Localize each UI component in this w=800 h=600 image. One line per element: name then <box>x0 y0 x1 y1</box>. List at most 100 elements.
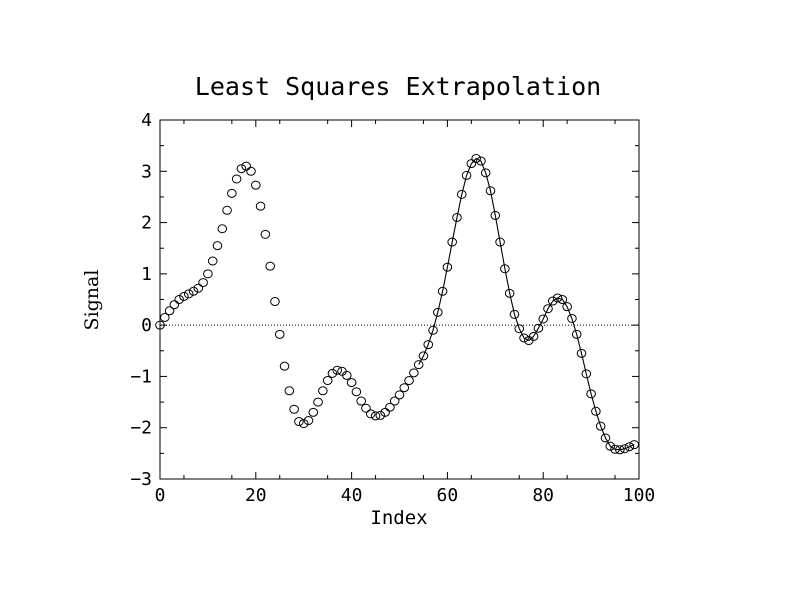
data-point <box>413 360 424 370</box>
data-point <box>251 180 261 190</box>
data-point <box>543 304 553 314</box>
data-point <box>155 320 165 330</box>
data-point <box>447 237 457 247</box>
data-point <box>552 293 563 303</box>
data-point <box>581 369 592 379</box>
data-point <box>380 407 390 417</box>
data-point <box>586 389 596 399</box>
data-point <box>437 286 448 296</box>
data-point <box>351 387 362 397</box>
data-point <box>557 295 568 304</box>
data-point <box>624 442 635 452</box>
data-point <box>203 269 213 279</box>
data-point <box>159 312 170 322</box>
data-point <box>471 153 481 163</box>
data-point <box>567 313 577 323</box>
data-point <box>418 351 429 361</box>
data-point <box>188 286 199 296</box>
data-point <box>246 166 256 176</box>
y-tick-label: 0 <box>141 315 152 336</box>
data-point <box>169 300 180 310</box>
data-point <box>298 419 309 429</box>
y-axis-label: Signal <box>81 270 103 331</box>
data-point <box>495 237 505 247</box>
data-point <box>193 283 204 293</box>
data-point <box>183 289 194 299</box>
data-point <box>212 241 223 251</box>
data-point <box>456 189 467 199</box>
x-tick-label: 100 <box>623 485 656 506</box>
x-tick-label: 20 <box>245 485 267 506</box>
data-point <box>538 314 549 324</box>
y-tick-label: 2 <box>141 213 152 234</box>
data-point <box>509 309 520 319</box>
data-point <box>346 378 357 388</box>
data-point <box>394 390 405 400</box>
data-point <box>361 403 371 413</box>
data-point <box>198 278 208 288</box>
data-point <box>533 323 544 333</box>
data-point <box>490 210 501 220</box>
x-tick-labels: 0 20 40 60 80 100 <box>155 485 656 506</box>
data-point <box>289 404 299 414</box>
y-tick-label: −3 <box>130 469 152 490</box>
data-point <box>236 164 247 174</box>
data-point <box>423 340 434 350</box>
x-tick-label: 60 <box>437 485 459 506</box>
y-tick-label: 3 <box>141 161 152 182</box>
data-point <box>332 365 343 375</box>
data-point <box>562 302 572 312</box>
data-point <box>164 306 175 316</box>
data-point <box>528 331 539 341</box>
data-point <box>231 174 242 184</box>
data-point <box>255 201 266 211</box>
data-point <box>227 188 237 198</box>
fit-line <box>418 157 635 451</box>
data-point <box>485 186 496 196</box>
data-point <box>442 262 453 272</box>
data-point <box>389 396 400 406</box>
data-point <box>466 159 477 169</box>
data-point <box>375 410 386 420</box>
data-point <box>500 264 510 274</box>
data-point <box>385 402 395 412</box>
data-point <box>265 261 275 271</box>
chart-title: Least Squares Extrapolation <box>195 72 601 101</box>
data-point <box>370 411 381 421</box>
data-point <box>591 406 601 416</box>
data-point <box>547 296 558 306</box>
data-point <box>461 170 472 180</box>
data-point <box>308 407 319 417</box>
data-point <box>409 368 419 378</box>
data-point <box>342 370 352 380</box>
data-point <box>365 409 376 419</box>
data-point <box>571 329 582 339</box>
data-point <box>629 440 640 450</box>
data-point <box>222 205 232 215</box>
data-point <box>428 325 438 335</box>
data-points <box>155 153 640 455</box>
data-point <box>322 376 333 386</box>
x-tick-label: 40 <box>341 485 363 506</box>
data-point <box>241 161 252 171</box>
data-point <box>279 361 290 371</box>
data-point <box>576 348 587 358</box>
data-point <box>619 444 630 454</box>
y-tick-label: 4 <box>141 110 152 131</box>
data-point <box>600 433 611 443</box>
data-point <box>615 445 625 455</box>
data-point <box>480 168 491 178</box>
data-point <box>303 416 314 426</box>
data-point <box>356 396 366 406</box>
data-point <box>514 324 525 334</box>
data-point <box>433 307 443 317</box>
data-point <box>179 291 189 301</box>
y-tick-label: −2 <box>130 418 152 439</box>
data-point <box>274 329 285 339</box>
data-point <box>404 376 414 386</box>
data-point <box>270 297 280 307</box>
y-tick-label: 1 <box>141 264 152 285</box>
y-tick-label: −1 <box>130 366 152 387</box>
x-tick-label: 0 <box>155 485 166 506</box>
